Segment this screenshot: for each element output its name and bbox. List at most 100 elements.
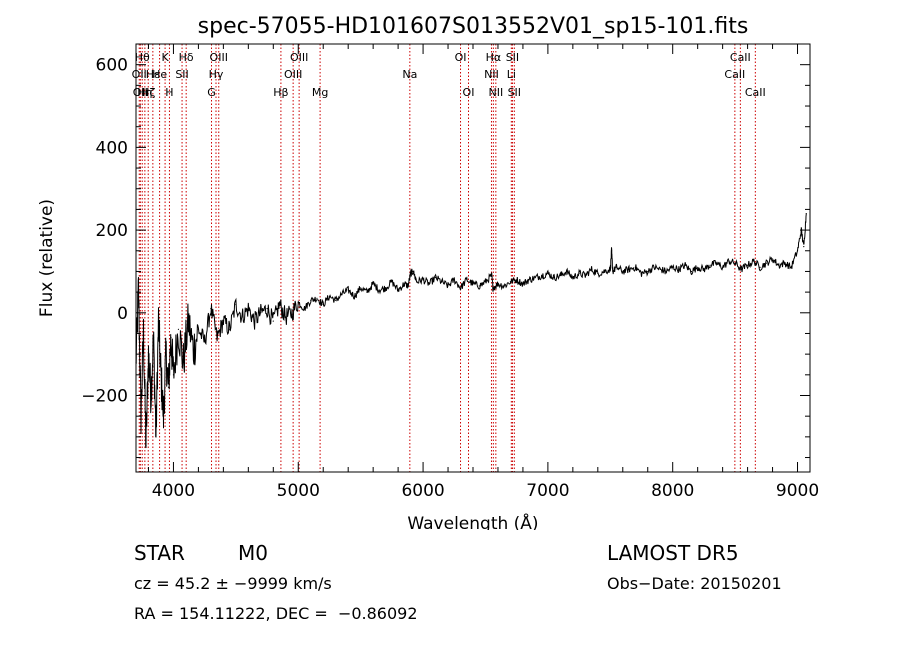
data-point-99: [659, 268, 661, 270]
coordinates-line: RA = 154.11222, DEC = −0.86092: [134, 604, 418, 623]
data-point-117: [771, 258, 774, 260]
y-tick-label-3: 400: [96, 138, 128, 158]
data-point-70: [492, 287, 494, 289]
data-point-97: [647, 270, 649, 273]
data-point-53: [403, 283, 405, 285]
data-point-57: [416, 281, 418, 283]
data-point-27: [241, 316, 243, 318]
x-tick-label-3: 7000: [526, 481, 569, 501]
data-point-62: [447, 285, 449, 287]
redshift-line: cz = 45.2 ± −9999 km/s: [134, 574, 332, 593]
data-point-20: [197, 328, 200, 330]
data-point-48: [372, 283, 374, 285]
data-point-104: [690, 270, 693, 273]
spectrum-chart: 4000 5000 6000 7000 8000 9000 −200 0 200 400 600 O…: [37, 14, 819, 530]
marker-labels: OIIOIIHθHηHζHεHeKHSIIHδGHγOIIIHβOIIIOIII…: [132, 51, 766, 99]
data-point-44: [347, 289, 349, 291]
survey-name: LAMOST DR5: [607, 541, 739, 565]
data-point-26: [235, 303, 237, 306]
data-point-115: [759, 266, 761, 268]
data-point-76: [528, 279, 530, 281]
data-point-25: [229, 328, 231, 330]
data-point-66: [472, 283, 474, 285]
y-axis-label: Flux (relative): [37, 199, 57, 317]
data-point-119: [784, 262, 786, 264]
data-point-95: [634, 266, 636, 268]
data-point-65: [466, 279, 468, 281]
data-point-46: [360, 287, 362, 289]
marker-label-12: Hγ: [209, 68, 224, 81]
data-point-49: [378, 289, 380, 291]
data-point-56: [412, 270, 414, 273]
x-tick-label-2: 6000: [401, 481, 444, 501]
data-point-82: [566, 270, 568, 273]
marker-label-26: SII: [508, 86, 521, 99]
data-point-85: [584, 274, 586, 277]
data-point-64: [459, 287, 462, 289]
data-point-71: [497, 283, 499, 285]
data-point-54: [407, 285, 409, 287]
data-point-88: [603, 270, 605, 273]
data-point-28: [247, 308, 249, 310]
data-point-94: [628, 268, 630, 270]
marker-label-22: Hα: [486, 51, 502, 64]
data-point-13: [167, 386, 170, 388]
marker-label-7: K: [161, 51, 169, 64]
x-tick-label-4: 8000: [651, 481, 694, 501]
data-point-63: [453, 279, 455, 281]
data-point-84: [578, 272, 580, 275]
data-point-68: [484, 281, 487, 283]
data-point-110: [728, 260, 730, 262]
obs-date: Obs−Date: 20150201: [607, 574, 782, 593]
x-tick-label-5: 9000: [776, 481, 819, 501]
data-point-52: [397, 289, 399, 291]
data-point-60: [434, 277, 437, 279]
series-layer: [135, 212, 807, 449]
marker-label-3: Hη: [137, 86, 152, 99]
data-point-14: [170, 337, 172, 339]
data-point-16: [177, 328, 180, 330]
data-point-96: [640, 272, 643, 275]
object-subclass: M0: [238, 541, 268, 565]
marker-label-8: H: [165, 86, 173, 99]
data-point-58: [422, 279, 424, 281]
data-point-10: [160, 374, 162, 376]
data-point-83: [572, 277, 574, 279]
chart-title: spec-57055-HD101607S013552V01_sp15-101.f…: [198, 14, 749, 39]
data-point-37: [303, 308, 306, 310]
data-point-100: [665, 270, 668, 273]
data-point-102: [678, 268, 680, 270]
data-point-21: [204, 341, 206, 343]
data-point-124: [805, 212, 807, 215]
data-point-1: [137, 287, 140, 289]
marker-label-1: OII: [133, 86, 148, 99]
marker-label-28: CaII: [730, 51, 751, 64]
data-point-6: [150, 394, 152, 397]
data-point-108: [715, 262, 717, 264]
marker-label-23: NII: [488, 86, 503, 99]
data-point-8: [155, 436, 157, 438]
data-point-19: [192, 349, 195, 351]
data-point-32: [272, 320, 274, 322]
marker-label-20: OI: [463, 86, 475, 99]
data-point-118: [778, 264, 780, 266]
spectral-line-markers: [138, 44, 756, 472]
data-point-89: [609, 268, 611, 270]
marker-label-17: Mg: [312, 86, 328, 99]
data-point-98: [653, 266, 655, 268]
marker-label-24: Li: [507, 68, 516, 81]
data-point-55: [409, 272, 412, 275]
marker-label-25: SII: [506, 51, 519, 64]
data-point-69: [491, 274, 493, 277]
data-point-18: [187, 320, 190, 322]
data-point-11: [162, 415, 165, 417]
x-axis-label: Wavelength (Å): [407, 512, 538, 530]
data-point-86: [590, 268, 593, 270]
data-point-81: [559, 274, 561, 277]
marker-label-21: NII: [484, 68, 499, 81]
axes-layer: 4000 5000 6000 7000 8000 9000 −200 0 200 400 600: [81, 43, 819, 501]
data-point-106: [703, 268, 705, 270]
data-point-36: [297, 301, 299, 304]
marker-label-19: OI: [455, 51, 467, 64]
data-point-31: [266, 308, 268, 310]
